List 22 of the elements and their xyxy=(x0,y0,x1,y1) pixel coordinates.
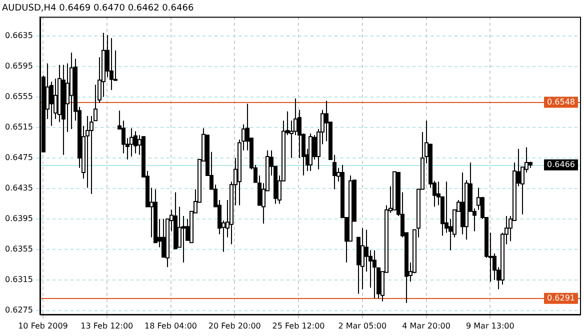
x-tick-label: 13 Feb 12:00 xyxy=(80,321,134,330)
x-tick-label: 20 Feb 20:00 xyxy=(208,321,261,330)
x-tick-label: 9 Mar 13:00 xyxy=(466,321,514,330)
x-tick-label: 25 Feb 12:00 xyxy=(272,321,325,330)
x-tick-label: 10 Feb 2009 xyxy=(18,321,68,330)
y-tick-label: 0.6475 xyxy=(4,153,33,162)
y-tick-label: 0.6555 xyxy=(4,92,33,101)
y-tick-label: 0.6435 xyxy=(4,184,33,193)
y-tick-label: 0.6595 xyxy=(4,61,33,70)
x-tick-label: 4 Mar 20:00 xyxy=(402,321,450,330)
x-tick-label: 2 Mar 05:00 xyxy=(338,321,387,330)
y-tick-label: 0.6515 xyxy=(4,122,33,132)
y-tick-label: 0.6275 xyxy=(4,306,33,315)
x-tick-label: 18 Feb 04:00 xyxy=(144,321,197,330)
ref-line-label: 0.6466 xyxy=(547,160,576,169)
ref-line-label: 0.6291 xyxy=(547,293,576,302)
y-tick-label: 0.6315 xyxy=(4,275,33,284)
y-tick-label: 0.6355 xyxy=(4,244,33,254)
ref-line-label: 0.6548 xyxy=(547,97,576,106)
chart-title: AUDUSD,H4 0.6469 0.6470 0.6462 0.6466 xyxy=(2,4,194,14)
y-tick-label: 0.6395 xyxy=(4,214,33,224)
y-tick-label: 0.6635 xyxy=(4,30,33,40)
